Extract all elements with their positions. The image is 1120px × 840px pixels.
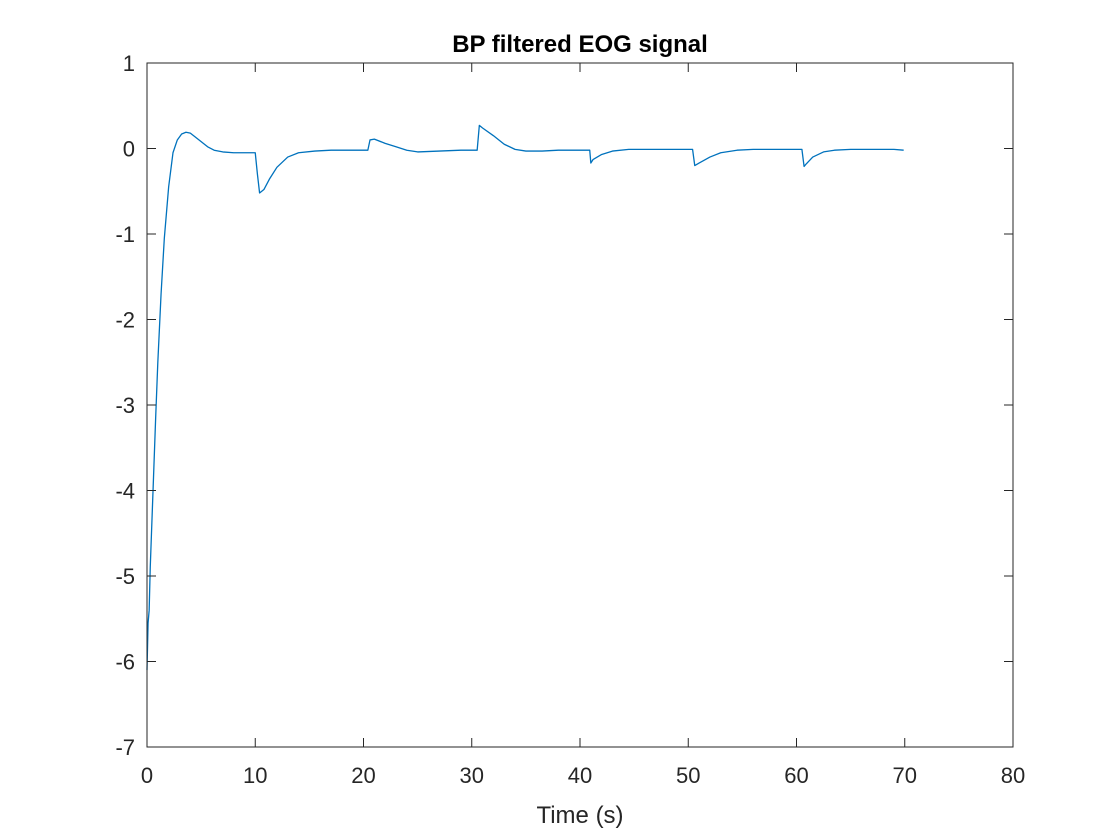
x-tick-label: 0 (141, 763, 153, 788)
y-tick-label: 0 (123, 137, 135, 162)
y-tick-label: -6 (115, 650, 135, 675)
series-layer (146, 124, 904, 671)
y-tick-label: 1 (123, 51, 135, 76)
chart-title: BP filtered EOG signal (452, 31, 708, 58)
plot-area (147, 63, 1013, 747)
y-tick-label: -3 (115, 393, 135, 418)
x-tick-label: 20 (351, 763, 375, 788)
x-axis-label: Time (s) (536, 802, 623, 829)
y-tick-label: -7 (115, 735, 135, 760)
x-tick-label: 40 (568, 763, 592, 788)
y-tick-label: -5 (115, 564, 135, 589)
x-tick-label: 60 (784, 763, 808, 788)
y-tick-label: -2 (115, 308, 135, 333)
x-tick-label: 50 (676, 763, 700, 788)
y-tick-label: -4 (115, 479, 135, 504)
y-tick-label: -1 (115, 222, 135, 247)
x-tick-label: 80 (1001, 763, 1025, 788)
series-line-0 (146, 124, 904, 671)
x-tick-label: 10 (243, 763, 267, 788)
x-tick-label: 70 (893, 763, 917, 788)
x-tick-label: 30 (460, 763, 484, 788)
